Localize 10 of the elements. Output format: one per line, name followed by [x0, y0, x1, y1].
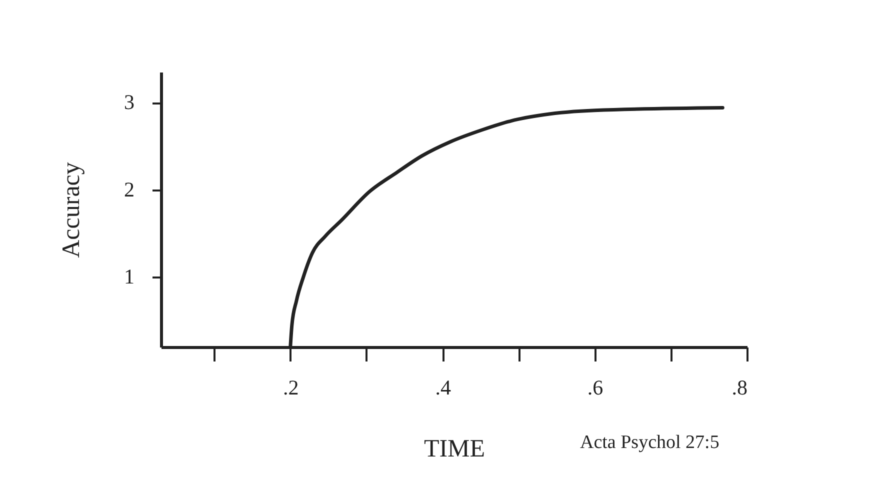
y-tick-label: 2 [124, 177, 134, 202]
x-axis-title: TIME [424, 436, 486, 462]
x-tick-label: .2 [283, 376, 299, 400]
y-tick-label: 3 [124, 90, 134, 114]
y-axis-title: Accuracy [58, 162, 85, 258]
text: Acta Psychol 27:5 [580, 432, 720, 454]
x-tick-label: .8 [732, 376, 748, 400]
y-tick-label: 1 [124, 264, 134, 289]
x-tick-label: .6 [587, 376, 604, 400]
x-tick-label: .4 [435, 376, 452, 400]
